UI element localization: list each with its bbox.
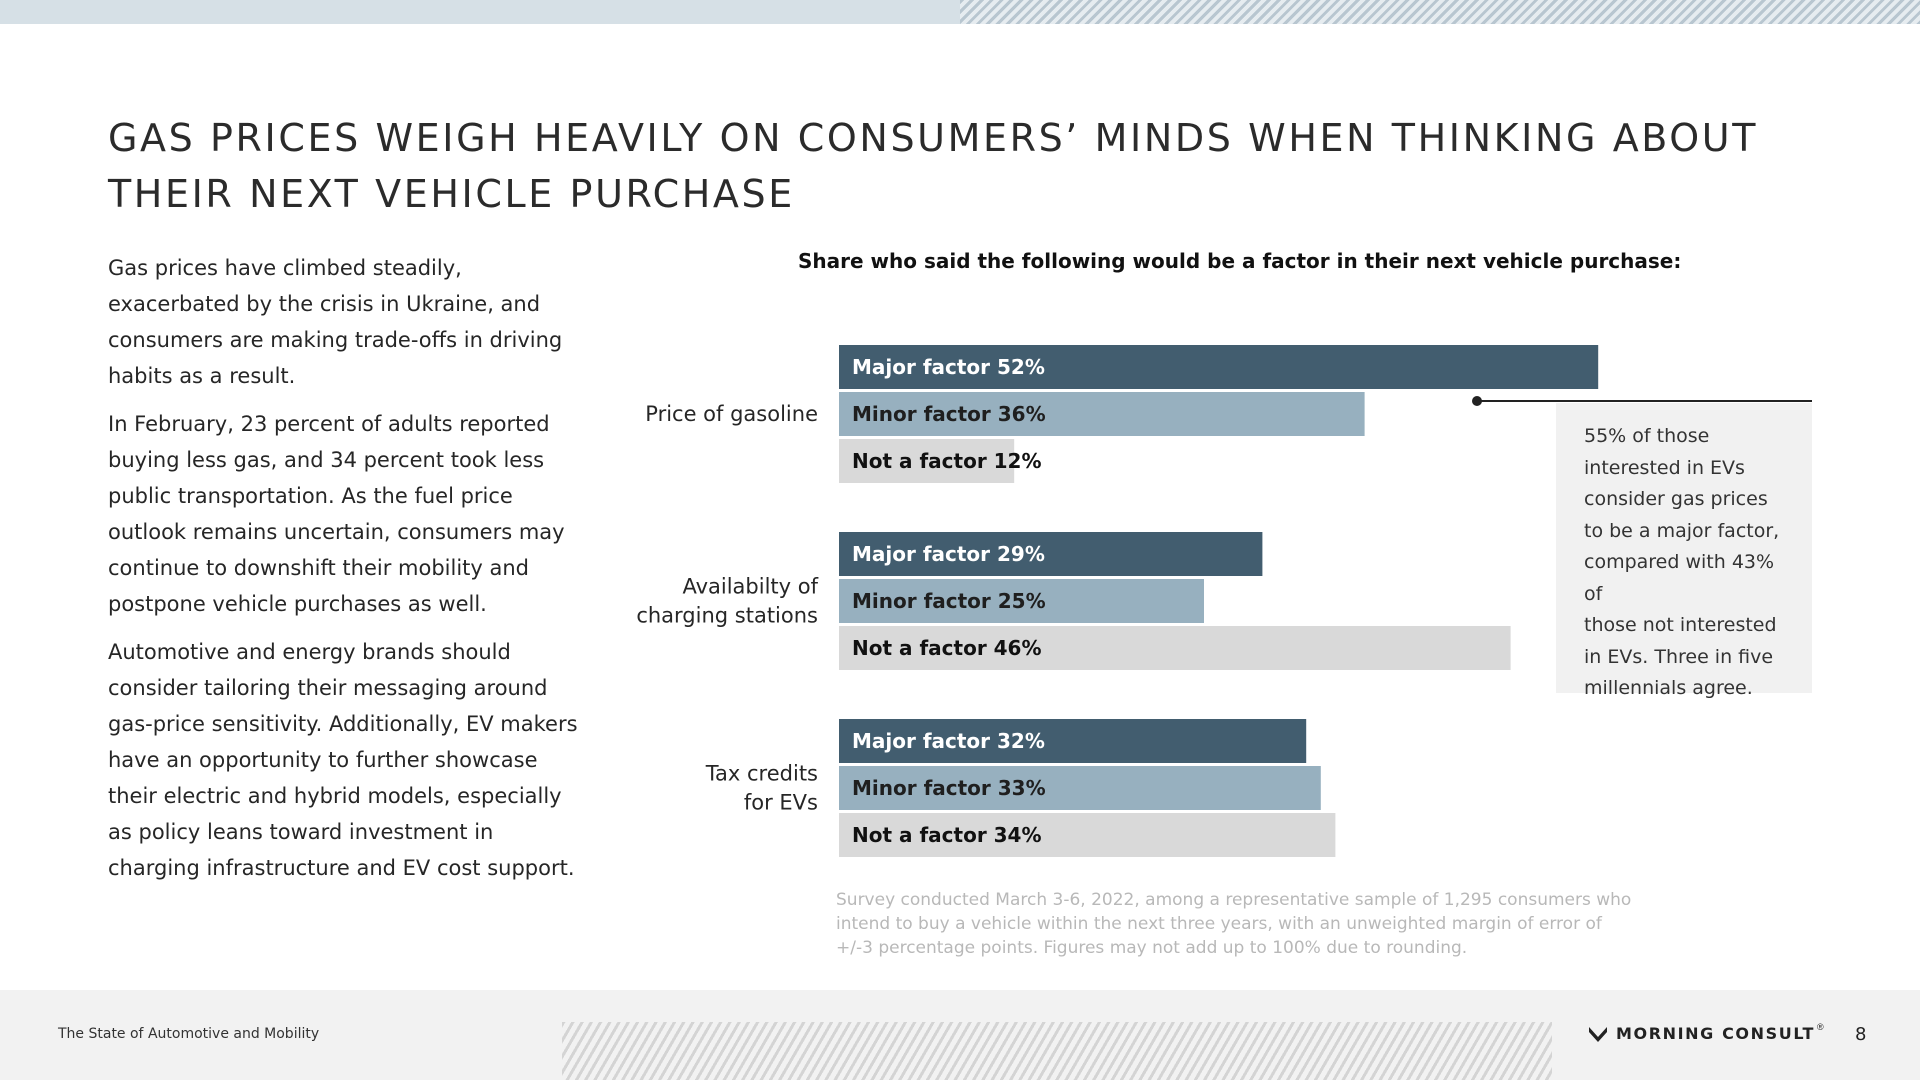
category-label: Availabilty of charging stations (636, 575, 818, 628)
bar (839, 392, 1365, 436)
category-label: Price of gasoline (645, 402, 818, 426)
bar-chart: Price of gasoline Major factor 52% Minor f… (636, 345, 1599, 857)
chart-title: Share who said the following would be a … (798, 249, 1682, 273)
paragraph-3: Automotive and energy brands should cons… (108, 640, 578, 880)
callout-line-6: those not interested (1584, 614, 1777, 636)
bar (839, 719, 1307, 763)
data-label: Major factor 52% (852, 355, 1045, 379)
body-text: Gas prices have climbed steadily, exacer… (108, 250, 578, 898)
data-label: Major factor 29% (852, 542, 1045, 566)
data-label: Minor factor 36% (852, 402, 1046, 426)
data-label: Minor factor 33% (852, 776, 1046, 800)
morning-consult-logo-icon (1589, 1026, 1607, 1042)
bar (839, 532, 1263, 576)
callout-line-3: consider gas prices (1584, 488, 1768, 510)
bar (839, 626, 1511, 670)
survey-note: Survey conducted March 3-6, 2022, among … (836, 890, 1632, 958)
bar (839, 345, 1599, 389)
page-number: 8 (1855, 1024, 1867, 1045)
callout-dot (1472, 396, 1482, 406)
callout-box: 55% of those interested in EVs consider … (1556, 403, 1812, 699)
category-label: Tax credits for EVs (705, 762, 818, 815)
bar (839, 579, 1204, 623)
brand-mark: ® (1817, 1021, 1824, 1032)
footer-report-title: The State of Automotive and Mobility (58, 1026, 320, 1042)
callout-line-8: millennials agree. (1584, 677, 1753, 699)
bar (839, 439, 1015, 483)
footer-pattern (562, 1022, 1552, 1080)
data-label: Minor factor 25% (852, 589, 1046, 613)
bar (839, 813, 1336, 857)
callout-line-5: compared with 43% of (1584, 551, 1775, 605)
data-label: Not a factor 46% (852, 636, 1042, 660)
bar (839, 766, 1321, 810)
slide-title: GAS PRICES WEIGH HEAVILY ON CONSUMERS’ M… (108, 116, 1759, 216)
callout-line-2: interested in EVs (1584, 456, 1745, 479)
callout-line-4: to be a major factor, (1584, 519, 1780, 542)
data-label: Not a factor 34% (852, 823, 1042, 847)
data-label: Major factor 32% (852, 729, 1045, 753)
callout-line-1: 55% of those (1584, 425, 1710, 447)
paragraph-1: Gas prices have climbed steadily, exacer… (108, 256, 563, 388)
brand-name: MORNING CONSULT (1616, 1024, 1815, 1043)
callout-connector (1476, 400, 1812, 402)
data-label: Not a factor 12% (852, 449, 1042, 473)
brand-logo: MORNING CONSULT ® (1588, 1021, 1824, 1043)
top-band-pattern (960, 0, 1920, 24)
paragraph-2: In February, 23 percent of adults report… (108, 412, 565, 616)
callout-line-7: in EVs. Three in five (1584, 645, 1774, 668)
